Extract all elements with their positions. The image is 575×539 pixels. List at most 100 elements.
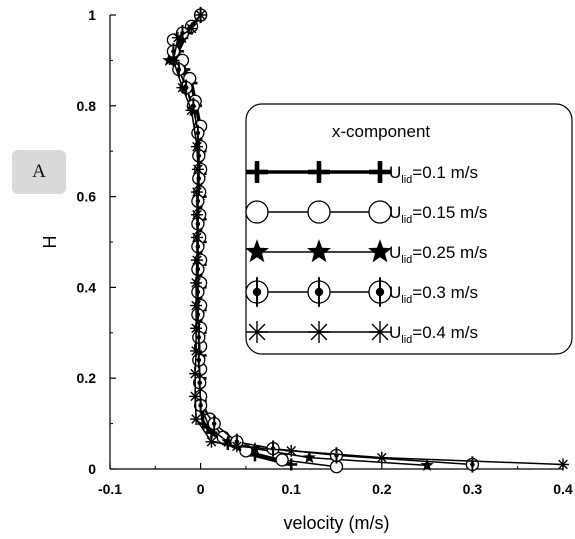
- data-point: [248, 449, 261, 462]
- legend-entry: Ulid=0.3 m/s: [245, 277, 478, 307]
- legend-label-prefix: U: [389, 203, 401, 222]
- legend-marker: [307, 239, 331, 263]
- data-point: [205, 435, 218, 448]
- x-tick-label: 0.2: [372, 481, 392, 497]
- x-tick-label: 0: [197, 481, 205, 497]
- x-axis-title: velocity (m/s): [283, 513, 389, 533]
- data-point: [285, 458, 298, 471]
- data-point: [285, 444, 298, 457]
- data-point: [191, 306, 205, 323]
- legend-entry: Ulid=0.15 m/s: [245, 200, 487, 226]
- data-point: [193, 374, 207, 391]
- legend-marker: [308, 321, 330, 343]
- legend-marker: [307, 200, 331, 224]
- data-point: [190, 186, 203, 199]
- data-point: [465, 456, 480, 473]
- x-tick-label: 0.4: [553, 481, 573, 497]
- legend-label-prefix: U: [389, 243, 401, 262]
- y-tick-label: 0.4: [77, 279, 97, 295]
- legend-marker: [369, 161, 391, 183]
- data-point: [191, 283, 205, 301]
- legend-label-prefix: U: [389, 163, 401, 182]
- legend-label-prefix: U: [389, 323, 401, 342]
- legend-label-suffix: =0.1 m/s: [412, 163, 478, 182]
- data-point: [190, 140, 203, 153]
- legend-marker: [245, 277, 269, 307]
- data-point: [193, 397, 208, 414]
- legend-label-subscript: lid: [401, 174, 412, 186]
- legend-label: Ulid=0.15 m/s: [389, 203, 487, 226]
- data-point: [194, 9, 207, 21]
- data-point: [191, 163, 204, 176]
- legend-entry: Ulid=0.4 m/s: [246, 321, 478, 346]
- data-point: [190, 322, 203, 335]
- data-point: [190, 254, 203, 267]
- legend-marker: [308, 161, 330, 183]
- legend-marker: [246, 321, 268, 343]
- legend-entry: Ulid=0.25 m/s: [245, 239, 487, 266]
- series-line: [172, 14, 564, 466]
- series-layer: [162, 6, 569, 474]
- data-point: [176, 81, 189, 94]
- data-point: [192, 170, 206, 187]
- data-point: [190, 344, 203, 357]
- data-point: [192, 147, 206, 164]
- legend-marker: [368, 277, 392, 307]
- data-point: [185, 104, 198, 117]
- data-point: [329, 447, 344, 464]
- data-point: [190, 208, 203, 221]
- data-point: [230, 440, 243, 453]
- x-tick-label: 0.3: [463, 481, 483, 497]
- y-tick-label: 0.2: [77, 370, 97, 386]
- legend-label-subscript: lid: [401, 254, 412, 266]
- legend-marker: [368, 239, 392, 263]
- legend-label: Ulid=0.3 m/s: [389, 283, 478, 306]
- legend-label-suffix: =0.4 m/s: [412, 323, 478, 342]
- data-point: [190, 299, 203, 312]
- data-point: [302, 450, 316, 464]
- legend-label-suffix: =0.15 m/s: [412, 203, 487, 222]
- data-point: [189, 390, 202, 403]
- y-axis-title: H: [40, 236, 60, 249]
- y-tick-label: 1: [88, 7, 96, 23]
- data-point: [190, 231, 203, 244]
- legend-label: Ulid=0.4 m/s: [389, 323, 478, 346]
- x-tick-label: 0.1: [281, 481, 301, 497]
- legend-label-suffix: =0.25 m/s: [412, 243, 487, 262]
- legend-marker: [307, 277, 331, 307]
- legend-title: x-component: [332, 122, 431, 141]
- legend-label-subscript: lid: [401, 214, 412, 226]
- panel-label: A: [12, 150, 66, 194]
- data-point: [167, 54, 180, 67]
- data-point: [207, 415, 221, 432]
- data-point: [190, 276, 203, 289]
- data-point: [275, 453, 289, 467]
- data-point: [171, 31, 184, 44]
- legend-label-subscript: lid: [401, 294, 412, 306]
- legend-marker: [369, 321, 391, 343]
- series-5: [167, 9, 569, 471]
- y-tick-label: 0: [88, 461, 96, 477]
- legend-marker: [368, 200, 392, 224]
- legend-marker: [246, 161, 268, 183]
- legend-label-prefix: U: [389, 283, 401, 302]
- data-point: [189, 367, 202, 380]
- legend-label: Ulid=0.1 m/s: [389, 163, 478, 186]
- legend-marker: [245, 200, 269, 224]
- y-tick-label: 0.6: [77, 189, 97, 205]
- legend-marker: [245, 239, 269, 263]
- data-point: [221, 434, 235, 448]
- x-tick-label: -0.1: [98, 481, 122, 497]
- data-point: [557, 458, 569, 471]
- data-point: [185, 22, 198, 35]
- data-point: [190, 413, 203, 426]
- legend-label-suffix: =0.3 m/s: [412, 283, 478, 302]
- data-point: [205, 426, 218, 439]
- data-point: [375, 451, 388, 464]
- legend-label: Ulid=0.25 m/s: [389, 243, 487, 266]
- y-tick-label: 0.8: [77, 98, 97, 114]
- legend-box: [245, 103, 573, 355]
- data-point: [420, 458, 434, 471]
